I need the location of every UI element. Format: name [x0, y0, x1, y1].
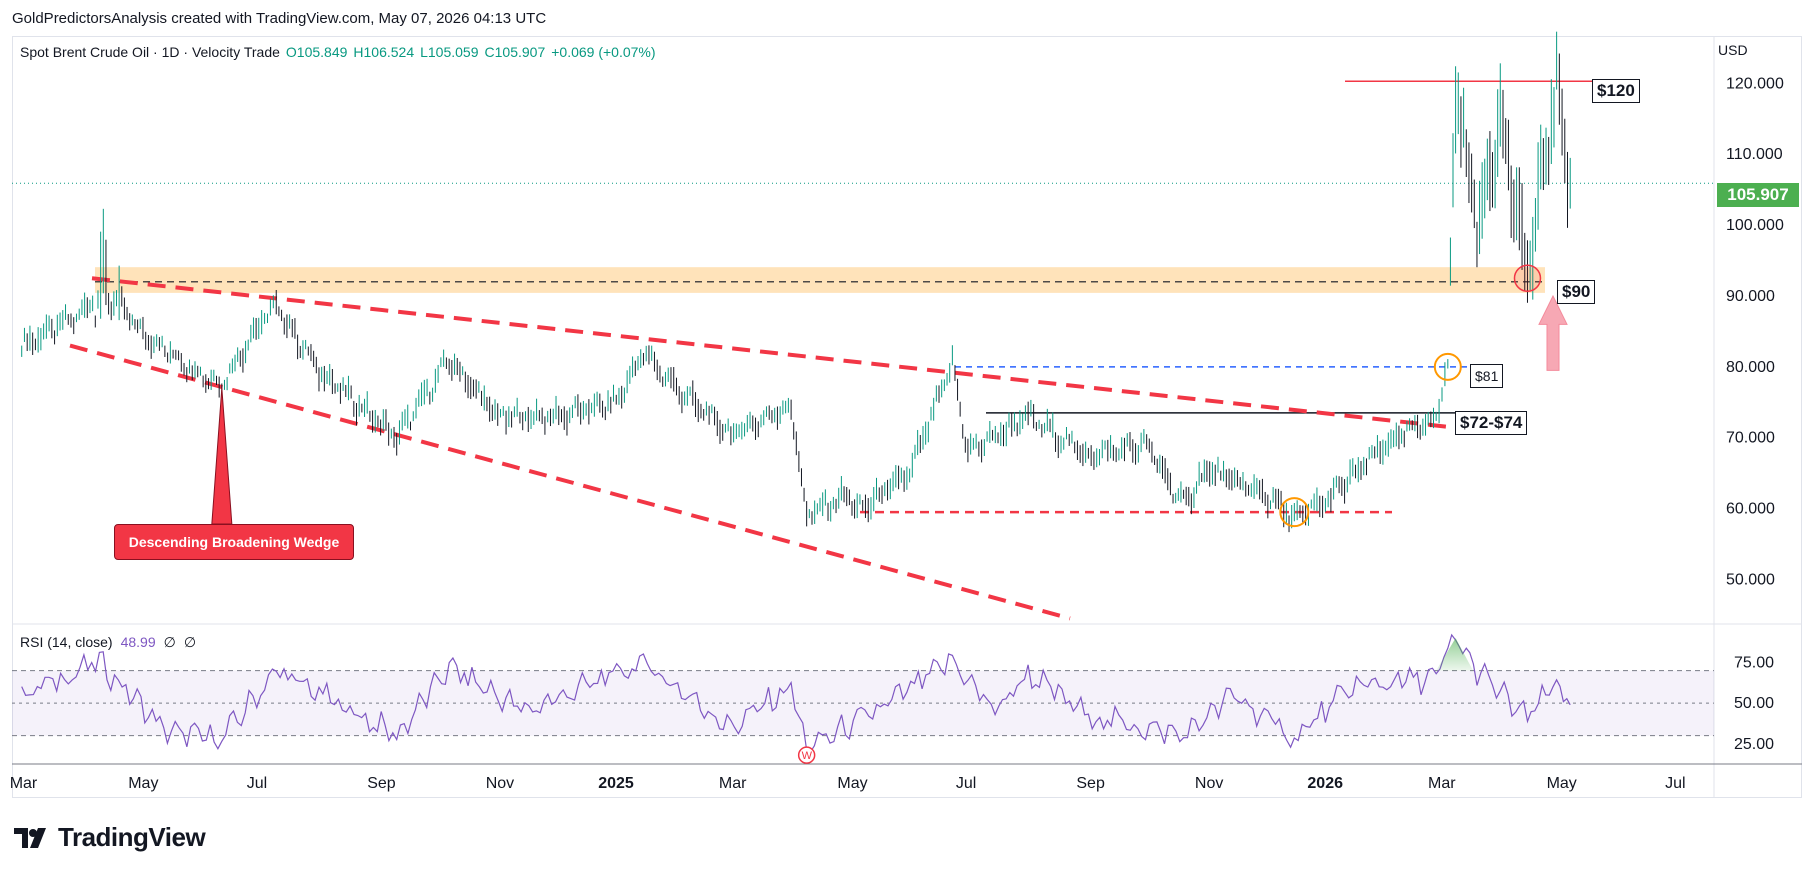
wedge-label: Descending Broadening Wedge: [114, 524, 354, 560]
x-tick-label: Sep: [367, 775, 396, 792]
rsi-tick-label: 50.00: [1734, 695, 1774, 712]
rsi-band: [12, 670, 1714, 736]
retest-circle: [1513, 264, 1542, 293]
legend-close: C105.907: [484, 44, 546, 60]
rsi-tick-label: 75.00: [1734, 655, 1774, 672]
annotation-81: $81: [1470, 364, 1504, 388]
y-tick-label: 90.000: [1726, 288, 1775, 305]
annotation-120: $120: [1592, 79, 1640, 103]
wedge-upper-line: [91, 276, 1471, 432]
rsi-w-marker: [797, 746, 816, 764]
retest-arrow-icon: [1538, 294, 1568, 371]
support-zone: [95, 267, 1545, 293]
x-tick-label: May: [1547, 775, 1577, 792]
x-tick-label: Jul: [1665, 775, 1685, 792]
tradingview-brand: TradingView: [58, 822, 206, 852]
last-price-tag: 105.907: [1717, 183, 1799, 207]
x-tick-label: Nov: [1195, 775, 1223, 792]
x-tick-label: Mar: [10, 775, 38, 792]
tradingview-logo-icon: [14, 827, 46, 848]
x-tick-label: Jul: [956, 775, 976, 792]
y-tick-label: 110.000: [1726, 146, 1783, 163]
y-tick-label: 120.000: [1726, 75, 1784, 92]
y-tick-label: 100.000: [1726, 217, 1784, 234]
x-tick-label: Jul: [247, 775, 267, 792]
symbol-legend: Spot Brent Crude Oil · 1D · Velocity Tra…: [20, 44, 656, 60]
wedge-pointer: [211, 388, 233, 525]
x-tick-label: May: [128, 775, 158, 792]
rsi-null-2: ∅: [183, 634, 197, 650]
x-tick-label: May: [837, 775, 867, 792]
x-tick-label: 2026: [1307, 775, 1343, 792]
y-tick-label: 70.000: [1726, 430, 1775, 447]
y-tick-label: 80.000: [1726, 359, 1775, 376]
legend-high: H106.524: [353, 44, 415, 60]
y-tick-label: 60.000: [1726, 501, 1775, 518]
y-tick-label: 50.000: [1726, 571, 1775, 588]
rsi-w-label: W: [802, 750, 813, 762]
x-tick-label: Mar: [1428, 775, 1456, 792]
legend-open: O105.849: [285, 44, 348, 60]
chart-frame[interactable]: [12, 36, 1802, 798]
rsi-line: [21, 633, 1571, 753]
annotation-90: $90: [1557, 280, 1596, 304]
x-tick-label: Sep: [1076, 775, 1105, 792]
annotation-72-74: $72-$74: [1455, 411, 1528, 435]
rsi-title: RSI (14, close): [20, 634, 113, 650]
x-tick-label: Nov: [486, 775, 514, 792]
rsi-overbought-fill: [1436, 638, 1474, 671]
rsi-value: 48.99: [120, 634, 156, 650]
tradingview-logo[interactable]: TradingView: [14, 822, 206, 853]
bottom-circle: [1279, 497, 1310, 528]
rsi-null-1: ∅: [163, 634, 176, 650]
x-tick-label: Mar: [719, 775, 747, 792]
legend-low: L105.059: [420, 44, 479, 60]
rsi-tick-label: 25.00: [1734, 736, 1774, 753]
breakout-circle: [1433, 352, 1462, 381]
attribution: GoldPredictorsAnalysis created with Trad…: [12, 10, 547, 27]
wedge-lower-line: [69, 343, 1071, 621]
rsi-legend: RSI (14, close) 48.99 ∅ ∅: [20, 634, 196, 651]
currency-label[interactable]: USD: [1718, 42, 1748, 58]
symbol-title: Spot Brent Crude Oil · 1D · Velocity Tra…: [20, 44, 280, 60]
x-tick-label: 2025: [598, 775, 634, 792]
legend-change: +0.069 (+0.07%): [551, 44, 656, 60]
